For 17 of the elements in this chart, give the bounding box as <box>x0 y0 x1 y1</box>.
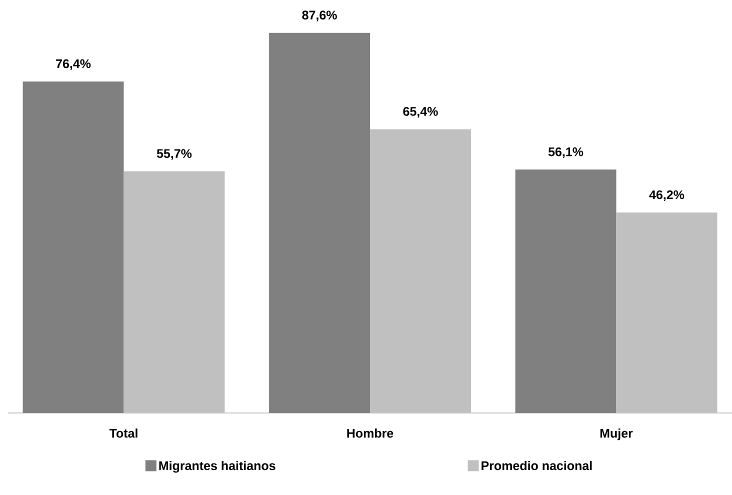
bar <box>124 171 225 413</box>
data-label: 76,4% <box>56 59 91 70</box>
data-label: 55,7% <box>156 149 192 160</box>
data-label: 56,1% <box>548 147 584 158</box>
x-tick-label: Mujer <box>600 428 633 440</box>
legend-label: Migrantes haitianos <box>159 460 276 473</box>
bar <box>370 129 471 413</box>
legend-label: Promedio nacional <box>482 460 592 470</box>
x-tick-label: Hombre <box>347 428 394 438</box>
bar <box>616 212 718 413</box>
data-label: 46,2% <box>649 190 684 201</box>
x-tick-label: Total <box>109 428 138 438</box>
bar <box>22 81 124 413</box>
data-label: 87,6% <box>302 10 337 22</box>
data-label: 65,4% <box>403 107 438 118</box>
bar <box>515 170 616 413</box>
bar <box>269 32 370 413</box>
